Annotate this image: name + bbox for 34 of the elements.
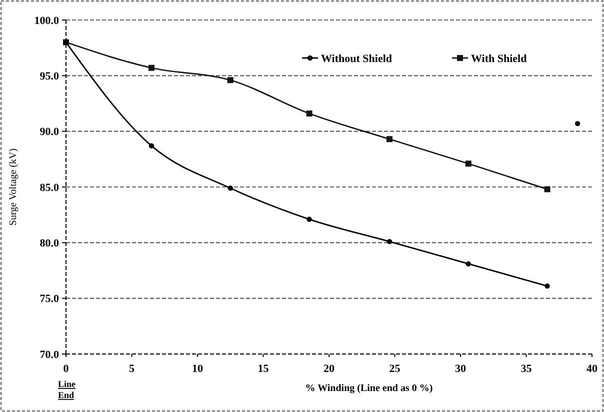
x-tick-label: 20 xyxy=(324,363,335,375)
point xyxy=(386,238,392,244)
legend-label: With Shield xyxy=(471,52,527,65)
x-tick-label: 40 xyxy=(586,363,598,375)
x-tick-label: 30 xyxy=(455,363,466,375)
x-tick-label: 35 xyxy=(520,363,532,375)
x-tick-label: 0 xyxy=(63,363,70,375)
text: Line End xyxy=(58,379,76,400)
legend-label: Without Shield xyxy=(321,52,392,65)
y-tick-label: 80.0 xyxy=(40,238,60,250)
point xyxy=(306,216,312,222)
point xyxy=(466,261,471,266)
point xyxy=(544,283,550,289)
y-tick-label: 85.0 xyxy=(40,182,60,194)
point xyxy=(386,136,392,142)
x-tick-label: 10 xyxy=(192,363,204,375)
x-tick-label: 15 xyxy=(258,363,270,375)
point xyxy=(574,120,580,126)
x-tick-label: 25 xyxy=(389,363,401,375)
point xyxy=(465,160,472,167)
y-tick-label: 70.0 xyxy=(40,348,60,361)
point xyxy=(306,110,312,117)
point xyxy=(148,143,154,148)
y-tick-label: 90.0 xyxy=(40,126,60,138)
y-tick-label: 75.0 xyxy=(40,293,60,306)
y-tick-label: 95.0 xyxy=(40,70,60,83)
y-tick-label: 100.0 xyxy=(34,14,60,27)
point xyxy=(228,186,233,191)
y-axis-title: Surge Voltage (kV) xyxy=(8,148,19,226)
point xyxy=(544,186,550,192)
point xyxy=(227,77,234,84)
x-axis-title: % Winding (Line end as 0 %) xyxy=(305,383,433,394)
point xyxy=(148,64,154,71)
x-tick-label: 5 xyxy=(129,363,135,375)
